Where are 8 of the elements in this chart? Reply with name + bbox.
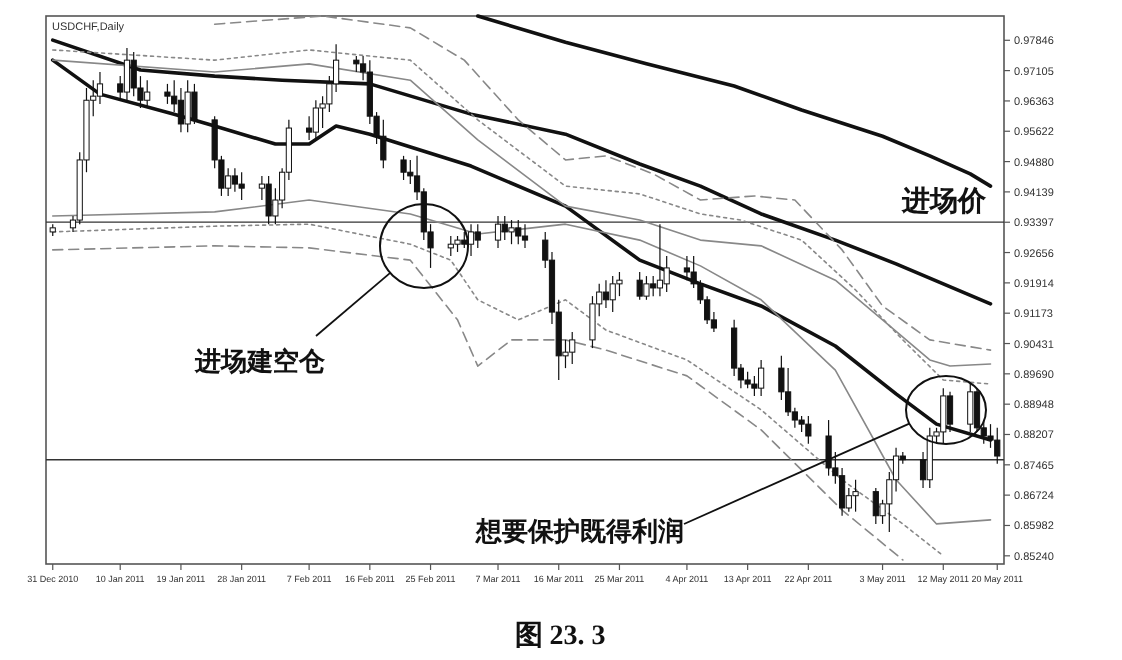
line-series <box>213 15 992 351</box>
line-series <box>50 38 993 306</box>
line-series <box>475 14 993 188</box>
ref-line-label: 进场价 <box>900 186 988 219</box>
caption: 图 23. 3 <box>514 620 606 652</box>
annotation: 进场建空仓 <box>193 346 327 376</box>
annotation: 想要保护既得利润 <box>474 516 684 546</box>
line-series <box>50 58 993 442</box>
